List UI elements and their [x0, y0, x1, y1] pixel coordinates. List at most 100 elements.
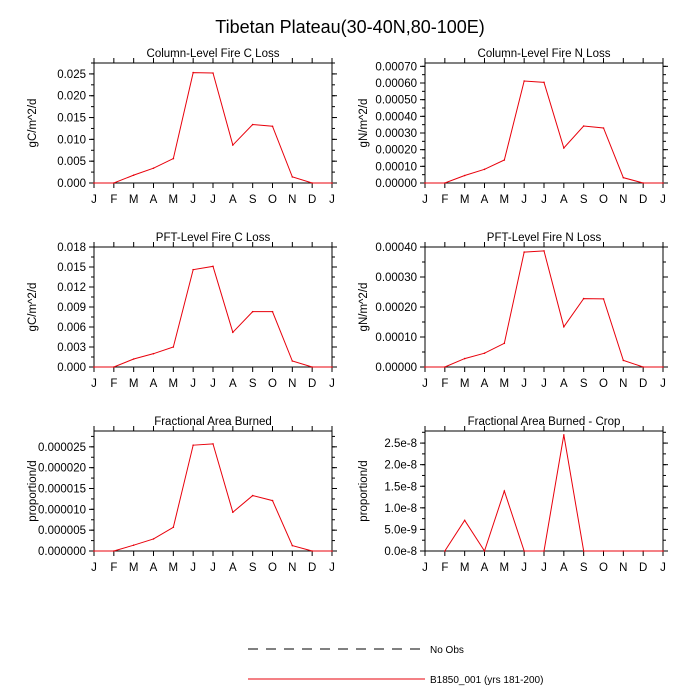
data-point	[212, 443, 214, 445]
data-point	[271, 125, 274, 128]
y-tick-label: 0.00010	[375, 332, 417, 344]
x-tick-label: M	[169, 194, 179, 206]
data-point	[152, 352, 155, 355]
x-tick-label: J	[521, 194, 527, 206]
data-point	[331, 182, 333, 184]
data-point	[251, 310, 254, 313]
plot-frame	[424, 62, 664, 184]
x-tick-label: M	[500, 194, 510, 206]
data-point	[232, 144, 234, 146]
data-point	[543, 250, 545, 252]
x-tick-label: A	[150, 378, 158, 390]
y-tick-label: 0.00040	[375, 242, 417, 254]
series-line	[94, 72, 332, 184]
x-tick-label: O	[268, 194, 277, 206]
y-tick-label: 2.5e-8	[384, 438, 417, 450]
x-tick-label: M	[129, 194, 139, 206]
data-point	[602, 127, 605, 129]
x-tick-label: J	[190, 194, 196, 206]
data-point	[232, 331, 234, 334]
data-point	[113, 366, 115, 368]
data-point	[251, 494, 254, 497]
data-point	[543, 81, 545, 84]
panel-title: Column-Level Fire C Loss	[147, 48, 280, 60]
y-tick-label: 0.003	[57, 342, 86, 354]
x-tick-label: M	[169, 562, 179, 574]
plot-frame	[424, 430, 664, 552]
y-tick-label: 1.5e-8	[384, 481, 417, 493]
data-point	[132, 174, 135, 176]
x-tick-label: O	[599, 562, 608, 574]
x-tick-label: J	[660, 562, 666, 574]
y-tick-label: 0.00050	[375, 95, 417, 107]
x-tick-label: J	[91, 562, 97, 574]
x-tick-label: J	[190, 378, 196, 390]
data-point	[93, 550, 95, 552]
data-point	[444, 182, 446, 184]
data-point	[642, 550, 644, 552]
y-tick-label: 0.000	[57, 362, 86, 374]
panel-title: PFT-Level Fire C Loss	[156, 232, 271, 244]
x-tick-label: D	[308, 378, 316, 390]
x-tick-label: J	[329, 562, 335, 574]
data-point	[152, 538, 155, 540]
data-point	[582, 550, 585, 552]
y-tick-label: 0.000000	[38, 546, 86, 558]
y-tick-label: 2.0e-8	[384, 460, 417, 472]
data-point	[172, 346, 175, 348]
data-point	[503, 342, 506, 345]
x-tick-label: J	[422, 378, 428, 390]
data-point	[113, 182, 115, 184]
y-tick-label: 0.00010	[375, 161, 417, 173]
x-tick-label: D	[639, 194, 647, 206]
data-point	[424, 182, 426, 184]
data-point	[271, 310, 274, 313]
x-tick-label: J	[660, 194, 666, 206]
x-tick-label: S	[580, 378, 588, 390]
data-point	[212, 265, 214, 268]
x-tick-label: J	[210, 378, 216, 390]
x-tick-label: S	[249, 562, 257, 574]
data-point	[251, 123, 254, 126]
y-tick-label: 0.000025	[38, 442, 86, 454]
y-axis-label: gN/m^2/d	[358, 99, 370, 148]
x-tick-label: D	[308, 562, 316, 574]
x-tick-label: D	[639, 562, 647, 574]
series-line	[425, 250, 663, 368]
data-point	[192, 444, 194, 446]
data-point	[523, 550, 525, 552]
x-tick-label: A	[481, 562, 489, 574]
x-tick-label: F	[441, 378, 448, 390]
series-line	[94, 443, 332, 552]
data-point	[622, 550, 625, 552]
series-line	[444, 434, 663, 553]
x-tick-label: J	[91, 194, 97, 206]
data-point	[93, 182, 95, 184]
x-tick-label: N	[288, 562, 296, 574]
x-tick-label: M	[169, 378, 179, 390]
data-point	[543, 550, 545, 552]
series-line	[425, 80, 663, 184]
data-point	[463, 519, 466, 522]
data-point	[563, 147, 565, 149]
x-tick-label: M	[500, 562, 510, 574]
data-point	[132, 358, 135, 360]
data-point	[311, 550, 313, 552]
data-point	[523, 251, 525, 253]
y-tick-label: 0.00000	[375, 362, 417, 374]
y-tick-label: 0.000020	[38, 463, 86, 475]
data-point	[271, 499, 274, 502]
x-tick-label: A	[150, 562, 158, 574]
x-tick-label: A	[560, 378, 568, 390]
y-tick-label: 0.000	[57, 178, 86, 190]
panel-title: Column-Level Fire N Loss	[478, 48, 611, 60]
data-point	[662, 550, 664, 552]
x-tick-label: J	[329, 378, 335, 390]
data-point	[232, 511, 234, 514]
data-point	[602, 550, 605, 552]
x-tick-label: J	[422, 562, 428, 574]
